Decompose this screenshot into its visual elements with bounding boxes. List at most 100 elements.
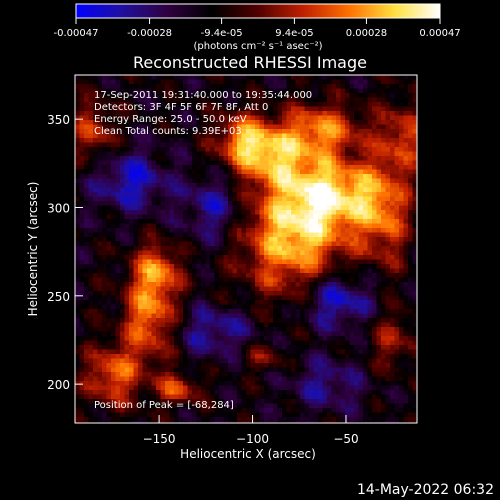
heatmap-cell [183, 124, 189, 130]
heatmap-cell [363, 340, 369, 346]
heatmap-cell [165, 75, 171, 81]
heatmap-cell [322, 183, 328, 189]
heatmap-cell [138, 358, 144, 364]
heatmap-cell [367, 160, 373, 166]
heatmap-cell [93, 237, 99, 243]
heatmap-cell [138, 322, 144, 328]
heatmap-cell [336, 264, 342, 270]
heatmap-cell [246, 111, 252, 117]
heatmap-cell [196, 250, 202, 256]
heatmap-cell [88, 115, 94, 121]
heatmap-cell [232, 300, 238, 306]
heatmap-cell [138, 214, 144, 220]
heatmap-cell [376, 147, 382, 153]
heatmap-cell [255, 205, 261, 211]
heatmap-cell [390, 106, 396, 112]
heatmap-cell [277, 142, 283, 148]
heatmap-cell [264, 309, 270, 315]
heatmap-cell [183, 151, 189, 157]
heatmap-cell [376, 138, 382, 144]
heatmap-cell [255, 336, 261, 342]
heatmap-cell [237, 322, 243, 328]
heatmap-cell [309, 219, 315, 225]
heatmap-cell [264, 115, 270, 121]
heatmap-cell [340, 336, 346, 342]
heatmap-cell [300, 97, 306, 103]
heatmap-cell [142, 232, 148, 238]
heatmap-cell [205, 354, 211, 360]
heatmap-cell [160, 147, 166, 153]
heatmap-cell [165, 219, 171, 225]
heatmap-cell [412, 264, 417, 270]
heatmap-cell [273, 79, 279, 85]
heatmap-cell [120, 88, 126, 94]
heatmap-cell [138, 291, 144, 297]
heatmap-cell [246, 367, 252, 373]
heatmap-cell [88, 327, 94, 333]
heatmap-cell [376, 201, 382, 207]
heatmap-cell [412, 106, 417, 112]
heatmap-cell [363, 241, 369, 247]
heatmap-cell [237, 331, 243, 337]
heatmap-cell [340, 174, 346, 180]
heatmap-cell [394, 165, 400, 171]
heatmap-cell [246, 214, 252, 220]
heatmap-cell [376, 97, 382, 103]
heatmap-cell [102, 313, 108, 319]
heatmap-cell [84, 147, 90, 153]
heatmap-cell [133, 255, 139, 261]
heatmap-cell [322, 349, 328, 355]
heatmap-cell [201, 210, 207, 216]
heatmap-cell [178, 223, 184, 229]
heatmap-cell [124, 106, 130, 112]
heatmap-cell [412, 349, 417, 355]
heatmap-cell [228, 237, 234, 243]
heatmap-cell [358, 201, 364, 207]
heatmap-cell [129, 219, 135, 225]
heatmap-cell [336, 147, 342, 153]
heatmap-cell [255, 237, 261, 243]
heatmap-cell [93, 111, 99, 117]
heatmap-cell [129, 313, 135, 319]
heatmap-cell [183, 255, 189, 261]
heatmap-cell [88, 268, 94, 274]
heatmap-cell [237, 84, 243, 90]
heatmap-cell [390, 340, 396, 346]
heatmap-cell [219, 79, 225, 85]
heatmap-cell [214, 147, 220, 153]
heatmap-cell [286, 300, 292, 306]
heatmap-cell [138, 259, 144, 265]
heatmap-cell [174, 165, 180, 171]
heatmap-cell [349, 84, 355, 90]
heatmap-cell [255, 156, 261, 162]
heatmap-cell [178, 322, 184, 328]
heatmap-cell [79, 196, 85, 202]
heatmap-cell [79, 142, 85, 148]
heatmap-cell [205, 187, 211, 193]
heatmap-cell [156, 255, 162, 261]
heatmap-cell [93, 228, 99, 234]
heatmap-cell [345, 93, 351, 99]
heatmap-cell [129, 169, 135, 175]
heatmap-cell [196, 102, 202, 108]
heatmap-cell [115, 228, 121, 234]
heatmap-cell [340, 142, 346, 148]
heatmap-cell [169, 286, 175, 292]
heatmap-cell [367, 232, 373, 238]
heatmap-cell [295, 138, 301, 144]
heatmap-cell [75, 264, 81, 270]
heatmap-cell [201, 291, 207, 297]
heatmap-cell [412, 223, 417, 229]
heatmap-cell [291, 282, 297, 288]
heatmap-cell [250, 345, 256, 351]
heatmap-cell [412, 304, 417, 310]
heatmap-cell [399, 322, 405, 328]
heatmap-cell [93, 75, 99, 81]
heatmap-cell [178, 187, 184, 193]
heatmap-cell [381, 106, 387, 112]
heatmap-cell [286, 115, 292, 121]
heatmap-cell [268, 282, 274, 288]
heatmap-cell [273, 84, 279, 90]
heatmap-cell [115, 255, 121, 261]
heatmap-cell [75, 205, 81, 211]
